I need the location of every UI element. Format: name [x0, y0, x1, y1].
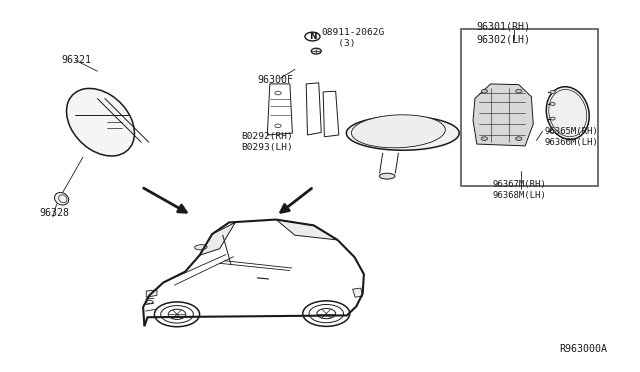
Text: 96321: 96321	[61, 55, 92, 65]
Polygon shape	[353, 288, 363, 297]
Ellipse shape	[550, 117, 555, 120]
Polygon shape	[200, 222, 236, 255]
Ellipse shape	[516, 89, 522, 93]
Ellipse shape	[481, 89, 488, 93]
Text: 96300F: 96300F	[257, 75, 293, 85]
Ellipse shape	[195, 245, 207, 250]
Ellipse shape	[481, 137, 488, 141]
Ellipse shape	[380, 173, 395, 179]
Ellipse shape	[546, 87, 589, 140]
Text: 96301(RH)
96302(LH): 96301(RH) 96302(LH)	[477, 22, 531, 44]
Text: 96367M(RH)
96368M(LH): 96367M(RH) 96368M(LH)	[493, 180, 546, 200]
Text: B0292(RH)
B0293(LH): B0292(RH) B0293(LH)	[242, 132, 293, 152]
Ellipse shape	[550, 90, 555, 93]
Polygon shape	[346, 116, 459, 150]
Polygon shape	[473, 84, 533, 146]
Text: 96365M(RH)
96366M(LH): 96365M(RH) 96366M(LH)	[545, 127, 598, 147]
Ellipse shape	[311, 48, 321, 54]
Text: 96328: 96328	[39, 208, 69, 218]
Polygon shape	[147, 290, 157, 297]
Ellipse shape	[67, 89, 134, 156]
Text: N: N	[308, 32, 316, 41]
Polygon shape	[276, 219, 337, 240]
Ellipse shape	[54, 192, 68, 205]
Text: R963000A: R963000A	[559, 344, 607, 354]
Text: 08911-2062G
   (3): 08911-2062G (3)	[321, 28, 385, 48]
Ellipse shape	[550, 103, 555, 105]
Bar	[461, 29, 598, 186]
Ellipse shape	[516, 137, 522, 141]
Bar	[104, 113, 125, 131]
Ellipse shape	[351, 115, 445, 148]
Ellipse shape	[550, 130, 555, 133]
